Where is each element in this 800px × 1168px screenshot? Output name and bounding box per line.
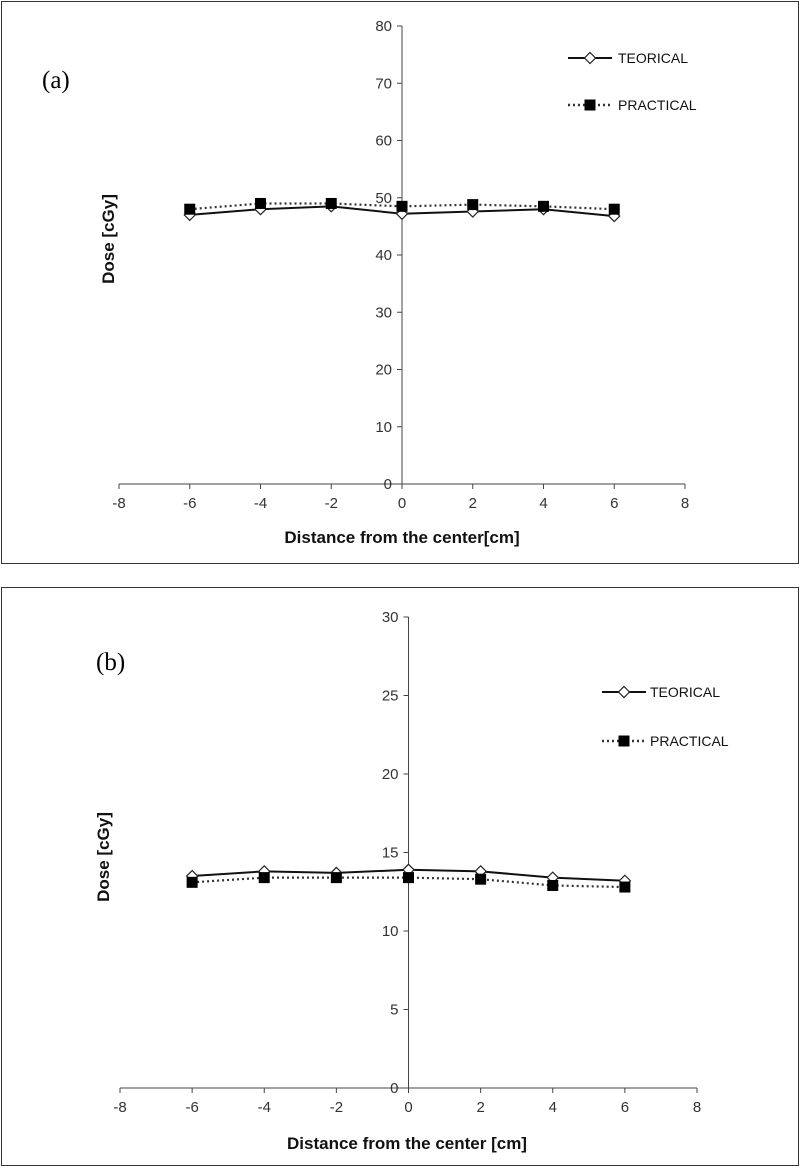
- y-tick-label: 70: [375, 75, 392, 92]
- y-tick-label: 30: [375, 304, 392, 321]
- y-axis-title: Dose [cGy]: [99, 194, 118, 284]
- legend-label-practical: PRACTICAL: [618, 97, 697, 113]
- x-tick-label: 2: [469, 495, 477, 512]
- y-axis-title: Dose [cGy]: [94, 812, 113, 902]
- x-tick-label: 6: [621, 1099, 629, 1116]
- x-tick-label: 4: [549, 1099, 557, 1116]
- y-tick-label: 40: [375, 247, 392, 264]
- legend-marker-teorical: [583, 51, 597, 65]
- y-tick-label: 20: [375, 362, 392, 379]
- x-tick-label: -2: [325, 495, 338, 512]
- chart-a-svg: (a)-8 -6 -4 -2 0 2 4 6 801020304050607080Distanc…: [42, 18, 697, 547]
- chart-panel-a: (a) -8 -6 -4 -2 0 2 4 6 8 0 10 20 30 40 50 60 70 80 Distanc…: [1, 1, 799, 564]
- data-point-practical: [186, 876, 198, 888]
- x-tick-label: 6: [610, 495, 618, 512]
- y-tick-label: 0: [390, 1080, 398, 1097]
- legend-marker-practical: [618, 735, 630, 747]
- data-point-practical: [403, 872, 414, 884]
- x-tick-label: 8: [693, 1099, 701, 1116]
- x-tick-label: 0: [398, 495, 406, 512]
- x-axis-title: Distance from the center[cm]: [284, 528, 519, 547]
- legend-marker-teorical: [617, 685, 631, 699]
- x-axis-title: Distance from the center [cm]: [287, 1134, 527, 1153]
- x-tick-label: 2: [476, 1099, 484, 1116]
- y-tick-label: 10: [375, 419, 392, 436]
- data-point-practical: [608, 203, 620, 215]
- y-tick-label: 50: [375, 190, 392, 207]
- y-tick-label: 5: [390, 1002, 398, 1019]
- data-point-practical: [396, 200, 408, 212]
- x-tick-label: -6: [183, 495, 196, 512]
- data-point-practical: [538, 200, 549, 212]
- x-tick-label: 8: [681, 495, 689, 512]
- chart-panel-b: (b) -8 -6 -4 -2 0 2 4 6 8 0 5 10 15 20 25 30 Distance fro…: [1, 587, 799, 1166]
- x-tick-label: -4: [254, 495, 267, 512]
- legend-label-teorical: TEORICAL: [618, 50, 688, 66]
- y-tick-label: 80: [375, 18, 392, 35]
- y-tick-label: 20: [382, 766, 399, 783]
- x-tick-label: -4: [258, 1099, 271, 1116]
- x-tick-label: 0: [404, 1099, 412, 1116]
- y-tick-label: 25: [382, 688, 399, 705]
- legend-label-practical: PRACTICAL: [650, 733, 729, 749]
- data-point-practical: [619, 881, 631, 893]
- data-point-practical: [184, 203, 196, 215]
- y-tick-label: 0: [384, 476, 392, 493]
- data-point-practical: [330, 872, 342, 884]
- y-tick-label: 30: [382, 609, 399, 626]
- x-tick-label: -8: [113, 1099, 126, 1116]
- x-tick-label: -6: [185, 1099, 198, 1116]
- y-tick-label: 60: [375, 133, 392, 150]
- x-tick-label: 4: [539, 495, 547, 512]
- legend-marker-practical: [584, 99, 596, 111]
- y-tick-label: 15: [382, 845, 399, 862]
- data-point-practical: [325, 197, 337, 209]
- panel-label: (a): [42, 67, 70, 94]
- data-point-practical: [547, 879, 559, 891]
- panel-label: (b): [96, 649, 125, 676]
- x-tick-label: -2: [330, 1099, 343, 1116]
- x-tick-label: -8: [112, 495, 125, 512]
- chart-b-svg: (b) -8 -6 -4 -2 0 2 4 6 8 0 5 10 15 20 25 30 Distance fro…: [94, 609, 729, 1153]
- data-point-practical: [258, 872, 270, 884]
- data-point-practical: [475, 873, 487, 885]
- y-tick-label: 10: [382, 923, 399, 940]
- data-point-practical: [255, 197, 266, 209]
- data-point-practical: [467, 199, 479, 211]
- legend-label-teorical: TEORICAL: [650, 684, 720, 700]
